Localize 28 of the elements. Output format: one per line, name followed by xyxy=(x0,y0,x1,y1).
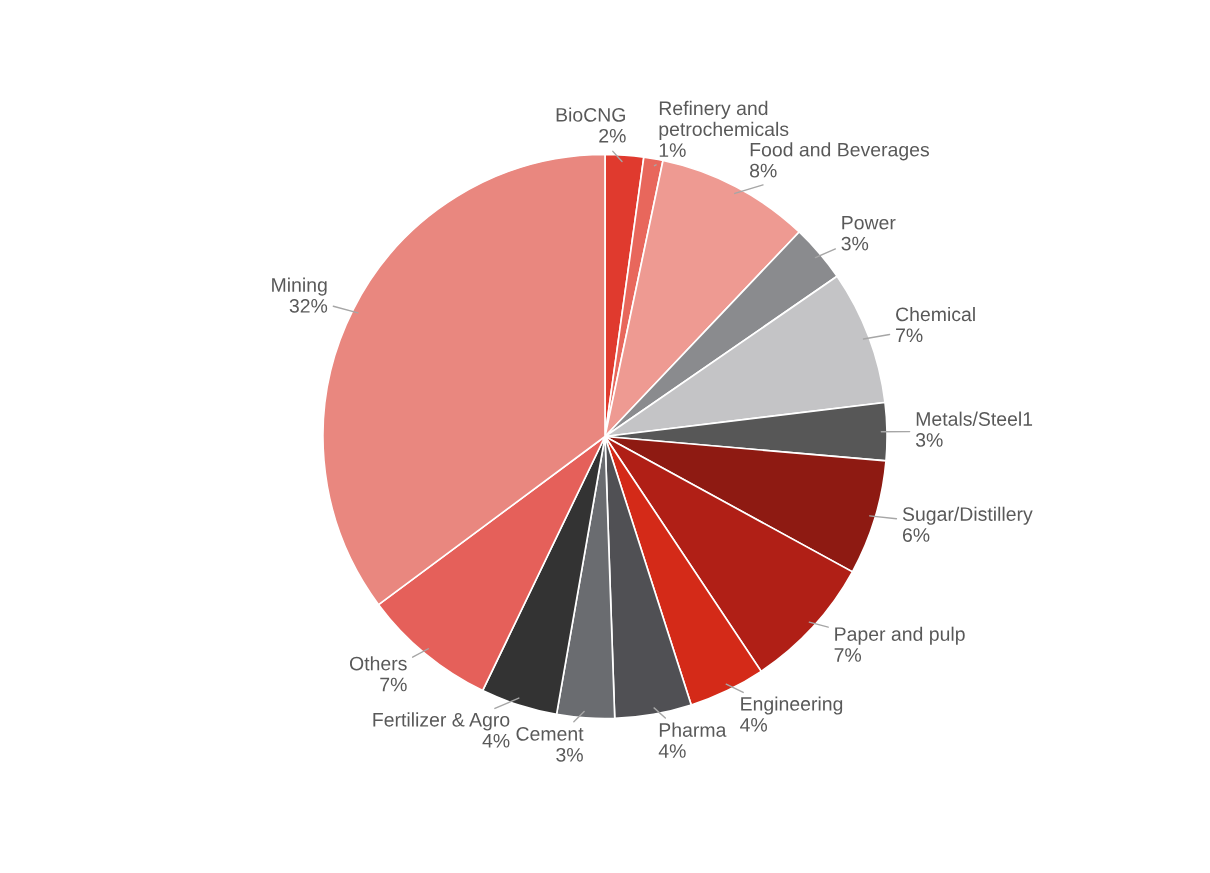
slice-label: Paper and pulp xyxy=(835,626,965,645)
data-label: 3% xyxy=(915,433,943,447)
data-label: 1% xyxy=(659,143,686,157)
data-label: 4% xyxy=(482,733,510,748)
data-label: 6% xyxy=(902,528,930,542)
slice-label: Cement xyxy=(516,726,584,741)
data-label: 32% xyxy=(289,299,328,313)
data-label: 4% xyxy=(740,718,768,732)
slice-label: Mining xyxy=(272,277,327,296)
data-label: 2% xyxy=(599,128,626,143)
data-label: 4% xyxy=(658,744,686,758)
data-label: 8% xyxy=(750,163,777,178)
slice-label: Metals/Steel1 xyxy=(916,411,1033,426)
data-label: 7% xyxy=(896,328,923,343)
slice-label: Food and Beverages xyxy=(750,142,929,161)
slice-label: Sugar/Distillery xyxy=(902,506,1033,525)
slice-label: Refinery and petrochemicals xyxy=(659,100,789,140)
slice-label: Chemical xyxy=(896,306,975,322)
data-label: 3% xyxy=(841,236,869,251)
slice-label: Pharma xyxy=(659,722,727,737)
data-label: 7% xyxy=(834,648,862,662)
slice-label: Power xyxy=(842,215,896,230)
slice-label: Engineering xyxy=(741,696,843,715)
slice-label: Fertilizer & Agro xyxy=(373,712,510,731)
data-label: 7% xyxy=(380,677,407,692)
slice-label: Others xyxy=(349,656,407,671)
data-label: 3% xyxy=(556,747,583,762)
slice-label: BioCNG xyxy=(556,107,625,122)
